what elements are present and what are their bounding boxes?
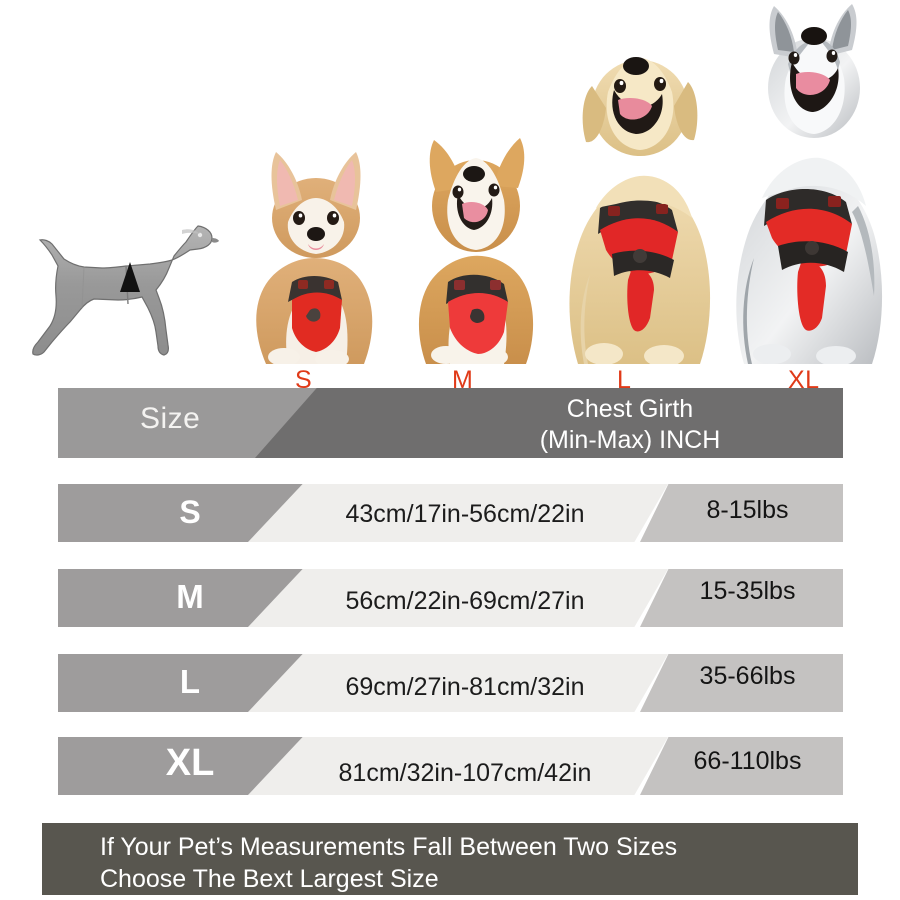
- dog-illustration-band: S M L XL: [0, 0, 900, 394]
- dog-photo-l: [548, 12, 726, 364]
- footer-note: If Your Pet’s Measurements Fall Between …: [42, 823, 858, 895]
- row-girth-cell: [248, 737, 668, 795]
- dog-photo-m: [392, 96, 552, 364]
- footer-note-text: If Your Pet’s Measurements Fall Between …: [100, 831, 840, 895]
- dog-size-label-s: S: [295, 366, 313, 394]
- row-girth-value: 56cm/22in-69cm/27in: [345, 587, 585, 615]
- row-girth-cell: [248, 484, 668, 542]
- table-header-row: Size Chest Girth (Min-Max) INCH: [0, 388, 900, 458]
- row-weight-cell: [640, 569, 843, 627]
- chest-girth-arrow: [120, 262, 140, 292]
- row-weight-value: 66-110lbs: [693, 747, 802, 775]
- header-girth-line2: (Min-Max) INCH: [539, 426, 721, 455]
- header-girth-label: Chest Girth (Min-Max) INCH: [430, 394, 830, 457]
- row-size-label: XL: [165, 742, 215, 784]
- dog-size-label-m: M: [452, 366, 474, 394]
- header-girth-cell: [255, 388, 843, 458]
- footer-line-2: Choose The Bext Largest Size: [100, 865, 439, 893]
- row-girth-value: 43cm/17in-56cm/22in: [345, 500, 585, 528]
- row-weight-cell: [640, 484, 843, 542]
- row-girth-value: 81cm/32in-107cm/42in: [338, 759, 592, 787]
- row-weight-value: 35-66lbs: [699, 662, 796, 690]
- header-girth-line1: Chest Girth: [566, 395, 694, 423]
- header-size-label: Size: [140, 402, 201, 435]
- table-row: M 56cm/22in-69cm/27in 15-35lbs: [0, 569, 900, 631]
- row-size-label: L: [179, 663, 201, 700]
- size-table: Size Chest Girth (Min-Max) INCH S 43cm/1…: [0, 388, 900, 808]
- table-row: S 43cm/17in-56cm/22in 8-15lbs: [0, 484, 900, 546]
- row-girth-value: 69cm/27in-81cm/32in: [345, 673, 585, 701]
- dog-side-silhouette: [22, 204, 222, 364]
- row-weight-value: 8-15lbs: [706, 496, 789, 524]
- row-weight-cell: [640, 737, 843, 795]
- row-weight-cell: [640, 654, 843, 712]
- row-girth-cell: [248, 654, 668, 712]
- footer-line-1: If Your Pet’s Measurements Fall Between …: [100, 833, 678, 861]
- dog-photo-s: [226, 114, 396, 364]
- row-girth-cell: [248, 569, 668, 627]
- row-weight-value: 15-35lbs: [699, 577, 796, 605]
- dog-photo-xl: [718, 0, 894, 364]
- dog-size-label-l: L: [617, 366, 632, 394]
- table-row: XL 81cm/32in-107cm/42in 66-110lbs: [0, 737, 900, 799]
- row-size-label: M: [176, 578, 204, 615]
- table-row: L 69cm/27in-81cm/32in 35-66lbs: [0, 654, 900, 716]
- row-size-label: S: [179, 494, 201, 530]
